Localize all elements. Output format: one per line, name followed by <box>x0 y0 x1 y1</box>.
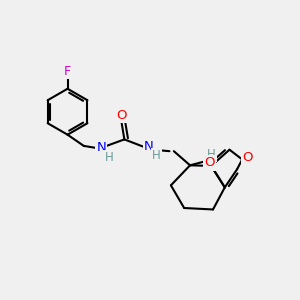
Text: O: O <box>242 152 253 164</box>
Text: N: N <box>97 141 106 154</box>
Text: N: N <box>144 140 154 153</box>
Text: O: O <box>204 157 215 169</box>
Text: O: O <box>116 109 127 122</box>
Text: H: H <box>207 148 216 161</box>
Text: H: H <box>152 149 161 162</box>
Text: H: H <box>104 151 113 164</box>
Text: F: F <box>64 65 71 78</box>
